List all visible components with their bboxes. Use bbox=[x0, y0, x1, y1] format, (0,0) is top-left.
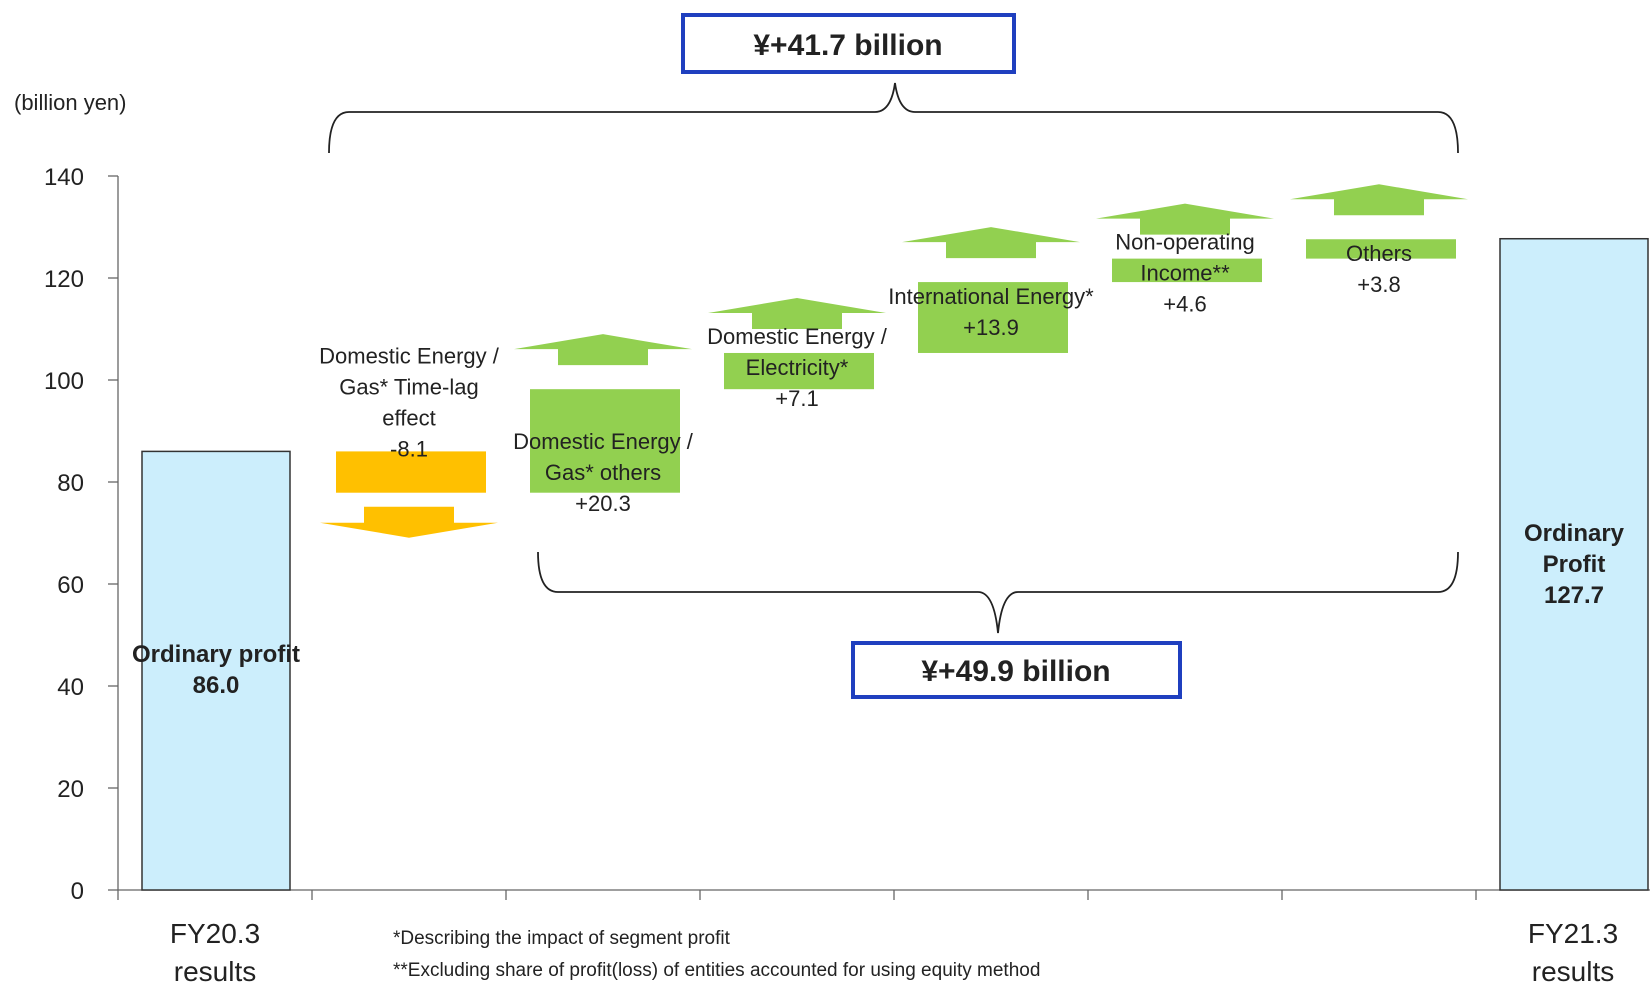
end-category-line-1: results bbox=[1532, 956, 1614, 987]
step-0-bar bbox=[336, 451, 486, 493]
step-1-label-line-0: Domestic Energy / bbox=[513, 429, 694, 454]
step-3-label-line-0: International Energy* bbox=[888, 284, 1094, 309]
step-4-label-line-1: Income** bbox=[1140, 261, 1230, 286]
step-0-label-line-1: Gas* Time-lag bbox=[339, 374, 478, 399]
step-1-label-line-1: Gas* others bbox=[545, 460, 661, 485]
step-2-up-arrow bbox=[708, 297, 886, 329]
y-tick-label-80: 80 bbox=[57, 470, 84, 497]
y-tick-label-140: 140 bbox=[44, 164, 84, 191]
start-category-line-1: results bbox=[174, 956, 256, 987]
step-0-down-arrow bbox=[320, 506, 498, 538]
step-2-bar bbox=[724, 352, 874, 390]
step-2-label-line-1: Electricity* bbox=[746, 355, 849, 380]
bars bbox=[141, 184, 1649, 891]
step-4-label-line-2: +4.6 bbox=[1163, 292, 1206, 317]
y-tick-label-0: 0 bbox=[71, 878, 84, 905]
step-1-label-line-2: +20.3 bbox=[575, 491, 631, 516]
segment-change-box bbox=[851, 641, 1182, 699]
y-tick-label-40: 40 bbox=[57, 674, 84, 701]
end-bar bbox=[1499, 237, 1649, 891]
total-change-box bbox=[681, 13, 1016, 74]
step-3-bar bbox=[918, 282, 1068, 353]
step-0-label-line-0: Domestic Energy / bbox=[319, 343, 500, 368]
end-category-line-0: FY21.3 bbox=[1528, 918, 1618, 949]
segment-change-brace bbox=[537, 551, 1459, 634]
total-change-label: ¥+41.7 billion bbox=[753, 29, 942, 62]
step-1-bar bbox=[530, 389, 680, 493]
labels: Ordinary profit 86.0 FY20.3 results Ordinary… bbox=[132, 230, 1625, 987]
end-bar-label-line-0: Ordinary bbox=[1524, 520, 1625, 547]
y-tick-label-120: 120 bbox=[44, 266, 84, 293]
start-bar-label-line-0: Ordinary profit bbox=[132, 641, 300, 668]
step-0-label-line-3: -8.1 bbox=[390, 436, 428, 461]
start-bar-label-line-1: 86.0 bbox=[193, 672, 240, 699]
segment-change-label: ¥+49.9 billion bbox=[921, 655, 1110, 688]
axes: 0 20 40 60 80 100 120 140 bbox=[44, 164, 1650, 905]
end-bar-label-line-1: Profit bbox=[1543, 551, 1606, 578]
step-4-bar bbox=[1112, 258, 1262, 283]
step-2-label-line-2: +7.1 bbox=[775, 386, 818, 411]
step-2-label-line-0: Domestic Energy / bbox=[707, 324, 888, 349]
step-1-up-arrow bbox=[514, 334, 692, 366]
braces bbox=[328, 82, 1459, 634]
total-change-brace bbox=[328, 82, 1459, 154]
step-0-label-line-2: effect bbox=[382, 405, 435, 430]
step-5-bar bbox=[1306, 239, 1456, 259]
step-4-up-arrow bbox=[1096, 203, 1274, 235]
footnote-1: *Describing the impact of segment profit bbox=[393, 928, 731, 949]
step-3-label-line-1: +13.9 bbox=[963, 315, 1019, 340]
start-category-line-0: FY20.3 bbox=[170, 918, 260, 949]
step-5-label-line-1: +3.8 bbox=[1357, 272, 1400, 297]
step-5-label-line-0: Others bbox=[1346, 241, 1412, 266]
step-3-up-arrow bbox=[902, 227, 1080, 259]
step-5-up-arrow bbox=[1290, 184, 1468, 216]
step-4-label-line-0: Non-operating bbox=[1115, 230, 1254, 255]
y-tick-label-100: 100 bbox=[44, 368, 84, 395]
y-tick-label-60: 60 bbox=[57, 572, 84, 599]
start-bar bbox=[141, 450, 291, 891]
y-axis-label: (billion yen) bbox=[14, 90, 127, 115]
footnote-2: **Excluding share of profit(loss) of ent… bbox=[393, 960, 1040, 981]
end-bar-label-line-2: 127.7 bbox=[1544, 582, 1604, 609]
y-tick-label-20: 20 bbox=[57, 776, 84, 803]
